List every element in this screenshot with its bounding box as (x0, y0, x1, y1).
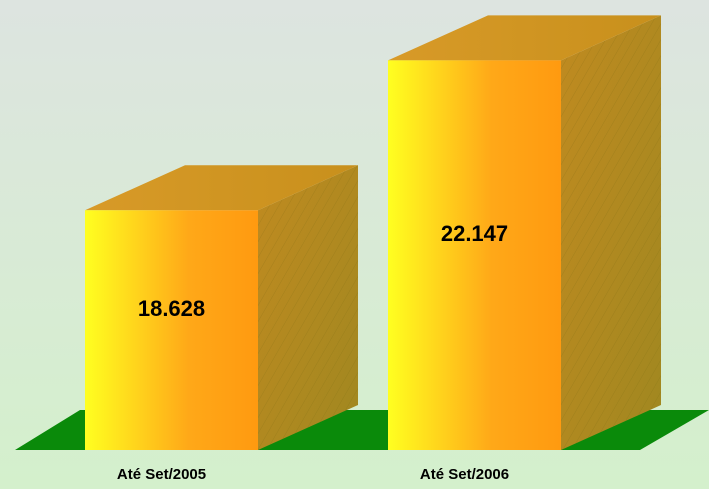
x-tick-label: Até Set/2006 (420, 466, 509, 483)
bar-side-hatch (561, 15, 661, 451)
bar-top (85, 165, 358, 211)
bar (388, 60, 561, 450)
data-label: 18.628 (138, 296, 205, 321)
bar-top (388, 15, 661, 61)
bar-side-hatch (258, 165, 358, 450)
data-label: 22.147 (441, 221, 508, 246)
bar (85, 210, 258, 450)
x-tick-label: Até Set/2005 (117, 466, 206, 483)
